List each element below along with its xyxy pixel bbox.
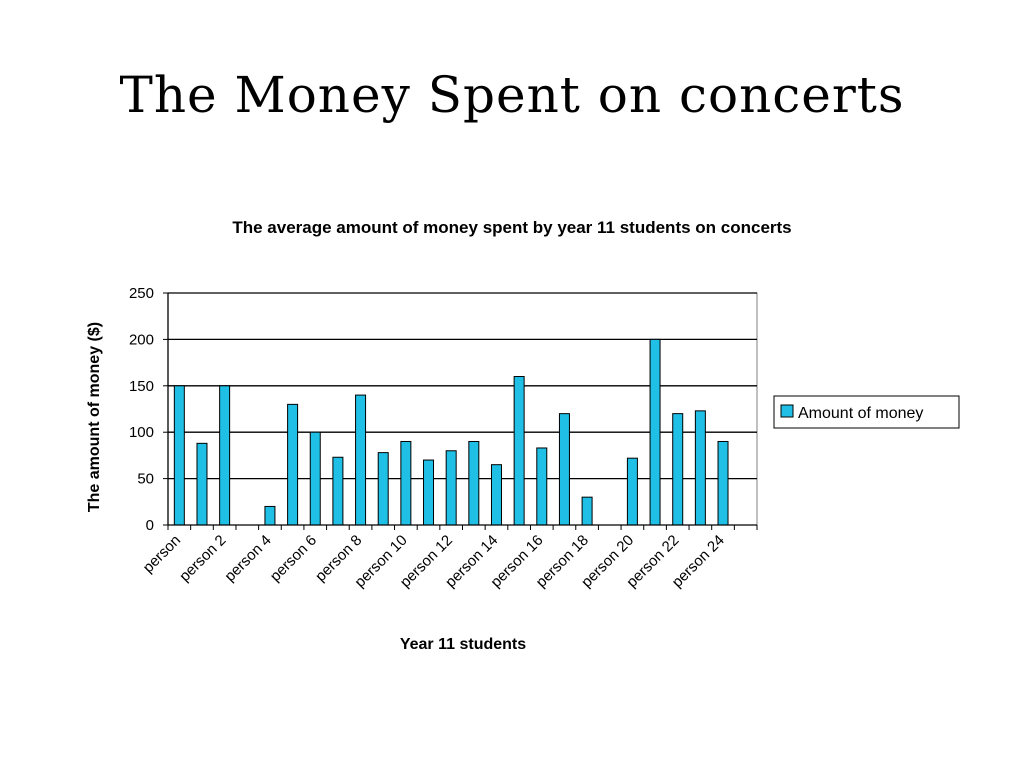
bar-1 [173, 385, 185, 526]
bar-8 [332, 456, 344, 526]
y-tick-labels: 0 50 100 150 200 250 [129, 285, 154, 534]
y-tick-label: 100 [129, 424, 154, 441]
x-tick-label: person [140, 532, 184, 576]
bar-19 [581, 496, 593, 526]
bar-6 [287, 403, 299, 526]
bar-17 [536, 447, 548, 526]
legend: Amount of money [773, 395, 960, 429]
y-tick-label: 50 [137, 471, 154, 488]
bar-12 [423, 459, 435, 526]
bar-23 [672, 413, 684, 526]
gridlines [167, 292, 758, 526]
x-tick-label: person 2 [176, 532, 229, 585]
slide-title: The Money Spent on concerts [119, 66, 905, 124]
y-tick-label: 200 [129, 331, 154, 348]
bar-3 [219, 385, 231, 526]
chart-title: The average amount of money spent by yea… [232, 218, 792, 237]
bar-18 [558, 413, 570, 526]
bar-5 [264, 505, 276, 526]
legend-swatch [780, 404, 794, 418]
x-tick-label: person 6 [267, 532, 320, 585]
x-tick-label: person 4 [221, 532, 274, 585]
bar-15 [490, 464, 502, 526]
bar-7 [309, 431, 321, 526]
plot-area [167, 292, 758, 526]
y-tick-label: 250 [129, 285, 154, 302]
bar-22 [649, 338, 661, 526]
x-axis-title: Year 11 students [400, 636, 526, 653]
bar-14 [468, 440, 480, 526]
legend-label: Amount of money [798, 405, 923, 422]
y-tick-label: 0 [146, 517, 154, 534]
bar-24 [694, 410, 706, 526]
bar-9 [355, 394, 367, 526]
bar-11 [400, 440, 412, 526]
bar-16 [513, 376, 525, 526]
bar-25 [717, 440, 729, 526]
legend-box [773, 395, 960, 429]
bar-2 [196, 442, 208, 526]
axes [163, 292, 758, 530]
bar-10 [377, 452, 389, 526]
bar-13 [445, 450, 457, 526]
y-tick-label: 150 [129, 378, 154, 395]
bar-21 [626, 457, 638, 526]
y-axis-title: The amount of money ($) [86, 322, 103, 512]
